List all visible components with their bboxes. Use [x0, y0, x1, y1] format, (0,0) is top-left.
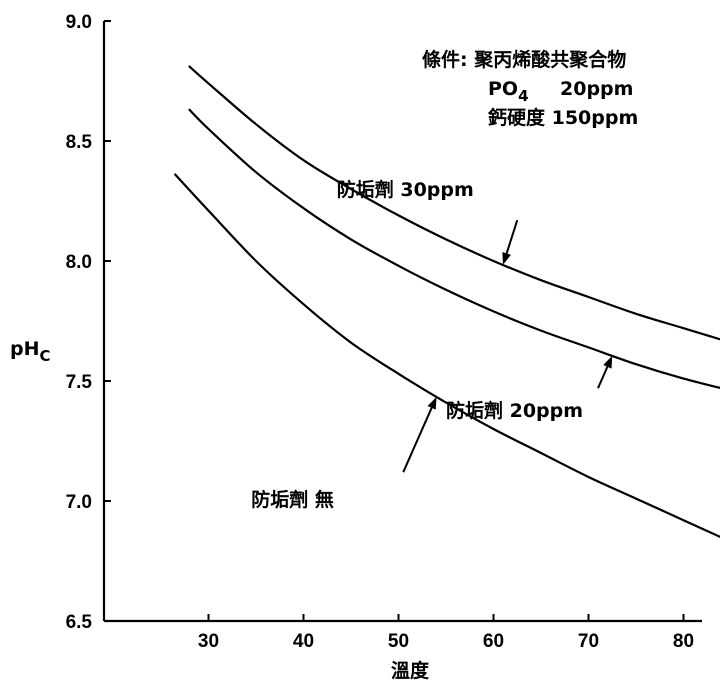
- annotation-label-1: 防垢劑 30ppm: [337, 178, 474, 201]
- y-tick-label-6.5: 6.5: [66, 612, 93, 633]
- ticks: 30 40 50 60 70 80 6.5 7.0 7.5 8.0 8.5 9.0: [66, 12, 694, 652]
- y-tick-label-7.0: 7.0: [66, 492, 92, 513]
- x-tick-label-40: 40: [293, 631, 314, 652]
- annotation-arrow-head-2: [603, 355, 613, 369]
- y-tick-label-7.5: 7.5: [66, 372, 93, 393]
- annotation-arrow-line-2: [597, 366, 609, 389]
- x-axis-title: 溫度: [391, 659, 430, 682]
- y-axis-title-sub: C: [40, 347, 51, 365]
- annotation-label-2: 防垢劑 20ppm: [446, 399, 583, 422]
- y-axis-title: pHC: [10, 338, 51, 365]
- conditions-po: PO: [488, 78, 518, 100]
- x-tick-label-60: 60: [483, 631, 504, 652]
- x-tick-label-80: 80: [673, 631, 694, 652]
- x-tick-label-50: 50: [388, 631, 409, 652]
- conditions-line-2: PO4 20ppm: [488, 78, 633, 105]
- y-tick-label-8.0: 8.0: [66, 252, 92, 273]
- y-axis-title-main: pH: [10, 338, 40, 360]
- annotation-label-3: 防垢劑 無: [251, 488, 334, 511]
- series-line-1: [188, 65, 720, 341]
- y-tick-label-9.0: 9.0: [66, 12, 92, 33]
- y-tick-label-8.5: 8.5: [66, 132, 93, 153]
- x-tick-label-70: 70: [578, 631, 599, 652]
- conditions-po-value: 20ppm: [560, 78, 633, 100]
- annotation-arrow-line-1: [505, 219, 519, 254]
- series-layer: [174, 65, 720, 539]
- conditions-line-3: 鈣硬度 150ppm: [488, 106, 638, 129]
- conditions-line-1: 條件: 聚丙烯酸共聚合物: [422, 48, 626, 71]
- annotation-arrow-line-3: [402, 407, 433, 473]
- series-line-3: [174, 173, 720, 539]
- axes: [102, 21, 702, 623]
- conditions-po-sub: 4: [518, 87, 528, 105]
- annotation-layer: 防垢劑 30ppm 防垢劑 20ppm 防垢劑 無: [251, 178, 613, 511]
- x-tick-label-30: 30: [198, 631, 219, 652]
- series-line-2: [188, 108, 720, 390]
- conditions-box: 條件: 聚丙烯酸共聚合物 PO4 20ppm 鈣硬度 150ppm: [422, 48, 638, 129]
- annotation-arrow-head-3: [427, 396, 437, 410]
- annotation-arrow-head-1: [502, 252, 511, 265]
